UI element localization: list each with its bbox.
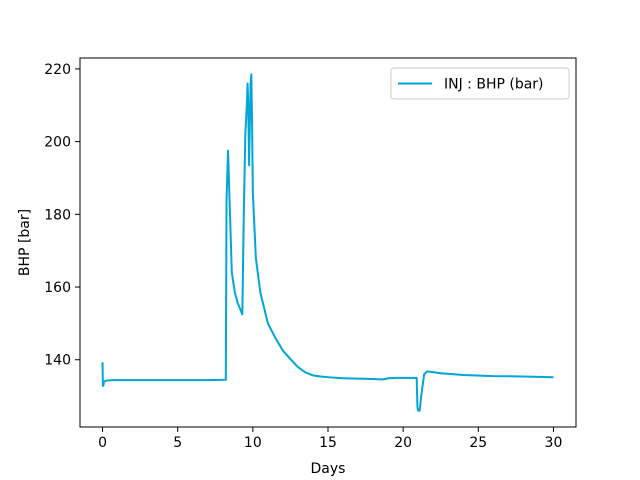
y-tick-label: 180 — [44, 207, 71, 223]
x-axis-label: Days — [311, 461, 346, 477]
x-tick-label: 25 — [469, 435, 487, 451]
x-axis-ticks: 0 5 10 15 20 25 30 — [98, 427, 562, 451]
y-axis-label: BHP [bar] — [17, 209, 33, 276]
y-tick-label: 220 — [44, 62, 71, 78]
x-tick-label: 15 — [319, 435, 337, 451]
x-tick-label: 20 — [394, 435, 412, 451]
y-tick-label: 160 — [44, 280, 71, 296]
x-tick-label: 0 — [98, 435, 107, 451]
legend: INJ : BHP (bar) — [390, 67, 570, 100]
y-tick-label: 200 — [44, 135, 71, 151]
y-tick-label: 140 — [44, 353, 71, 369]
x-tick-label: 5 — [173, 435, 182, 451]
x-tick-label: 30 — [545, 435, 563, 451]
axes-frame — [79, 57, 577, 428]
x-tick-label: 10 — [244, 435, 262, 451]
plot-area — [101, 73, 554, 412]
series-line-inj-bhp — [101, 73, 554, 412]
legend-entry-inj-bhp: INJ : BHP (bar) — [444, 77, 544, 93]
legend-box — [390, 67, 570, 100]
y-axis-ticks: 140 160 180 200 220 — [44, 62, 80, 369]
